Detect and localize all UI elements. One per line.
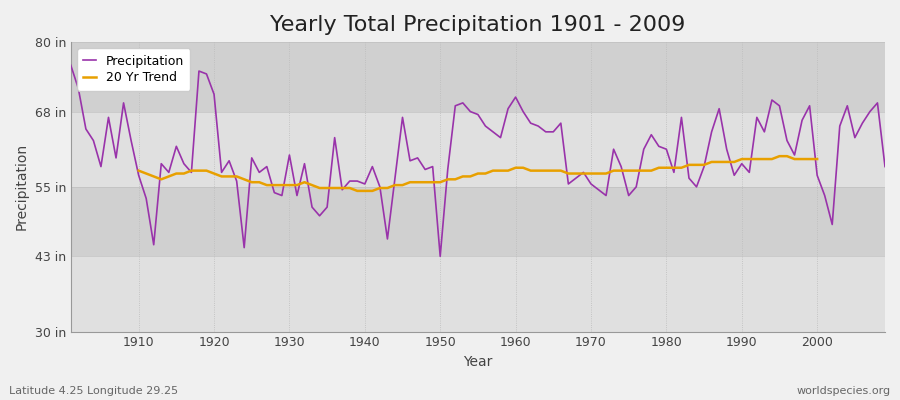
20 Yr Trend [307,183,318,188]
20 Yr Trend [533,168,544,173]
20 Yr Trend [133,168,144,173]
Precipitation [608,147,619,152]
Bar [71,42,885,112]
20 Yr Trend [805,157,815,162]
Bar [71,256,885,332]
20 Yr Trend [774,154,785,158]
20 Yr Trend [714,160,724,164]
Text: worldspecies.org: worldspecies.org [796,386,891,396]
Y-axis label: Precipitation: Precipitation [15,143,29,230]
Precipitation [435,254,446,259]
Title: Yearly Total Precipitation 1901 - 2009: Yearly Total Precipitation 1901 - 2009 [270,15,686,35]
X-axis label: Year: Year [464,355,492,369]
Legend: Precipitation, 20 Yr Trend: Precipitation, 20 Yr Trend [77,48,190,91]
Precipitation [879,164,890,169]
20 Yr Trend [292,183,302,188]
Precipitation [510,95,521,100]
Line: Precipitation: Precipitation [71,65,885,256]
Precipitation [66,63,77,68]
Precipitation [518,109,528,114]
Bar [71,187,885,256]
Precipitation [337,187,347,192]
20 Yr Trend [352,188,363,193]
Line: 20 Yr Trend: 20 Yr Trend [139,156,817,191]
Precipitation [292,193,302,198]
Text: Latitude 4.25 Longitude 29.25: Latitude 4.25 Longitude 29.25 [9,386,178,396]
Bar [71,112,885,187]
Precipitation [126,138,137,143]
20 Yr Trend [812,157,823,162]
20 Yr Trend [216,174,227,179]
